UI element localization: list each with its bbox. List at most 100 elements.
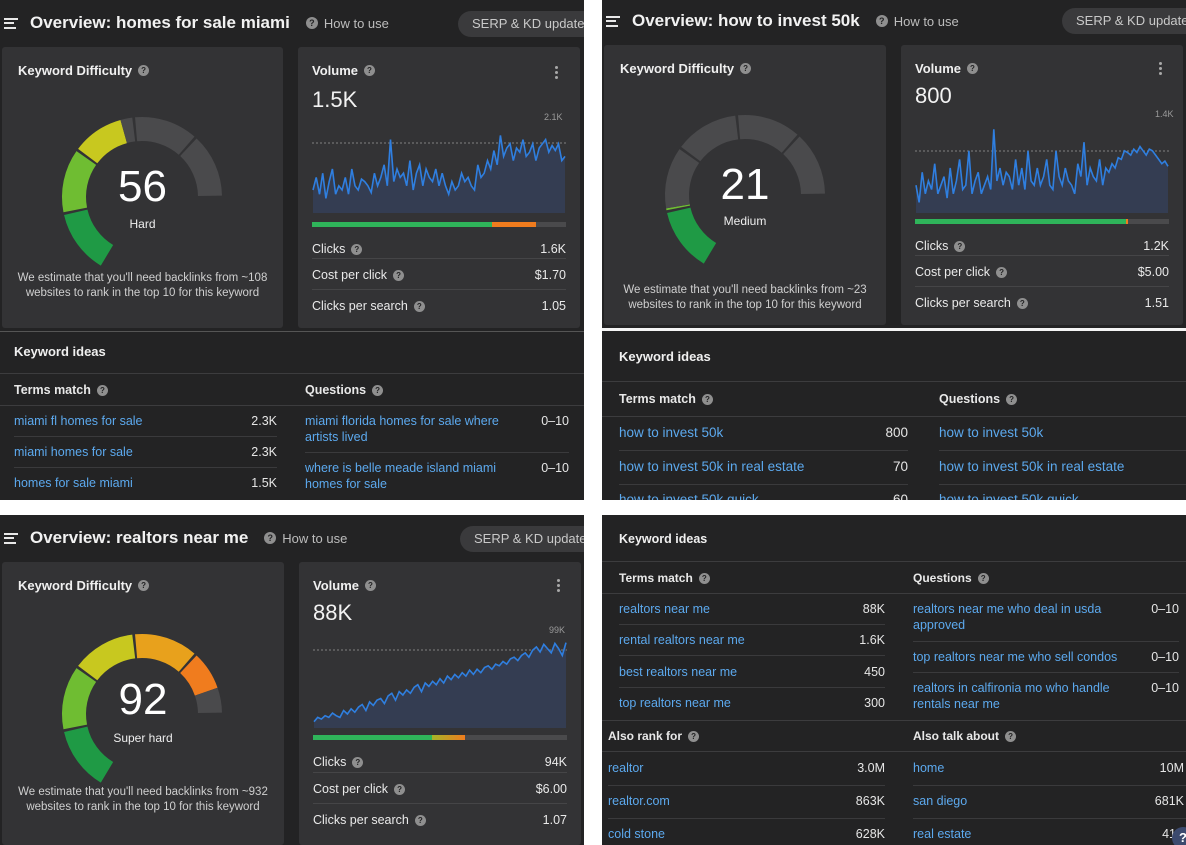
- keyword-link[interactable]: homes for sale miami: [14, 476, 133, 490]
- terms-match-header[interactable]: Terms match?: [14, 383, 108, 397]
- list-item[interactable]: san diego 681K: [913, 793, 1184, 809]
- question-circle-icon[interactable]: ?: [996, 266, 1008, 278]
- hamburger-menu-icon[interactable]: [4, 17, 18, 29]
- list-item[interactable]: realtor 3.0M: [608, 760, 885, 776]
- question-circle-icon[interactable]: ?: [138, 580, 150, 591]
- keyword-link[interactable]: home: [913, 761, 945, 775]
- question-circle-icon[interactable]: ?: [977, 572, 989, 584]
- question-circle-icon[interactable]: ?: [1005, 730, 1017, 742]
- list-item[interactable]: miami homes for sale 2.3K: [14, 444, 277, 460]
- list-item[interactable]: realtor.com 863K: [608, 793, 885, 809]
- keyword-link[interactable]: how to invest 50k in real estate: [619, 459, 805, 474]
- question-circle-icon[interactable]: ?: [352, 756, 364, 768]
- keyword-link[interactable]: san diego: [913, 794, 968, 808]
- keyword-link[interactable]: miami florida homes for sale where artis…: [305, 414, 499, 444]
- question-circle-icon[interactable]: ?: [698, 572, 710, 584]
- kebab-menu-icon[interactable]: [557, 579, 560, 592]
- paid-clicks-segment: [432, 735, 466, 740]
- list-item[interactable]: where is belle meade island miami homes …: [305, 460, 569, 492]
- questions-header[interactable]: Questions?: [305, 383, 384, 397]
- cpc-label: Cost per click: [313, 782, 389, 796]
- question-circle-icon[interactable]: ?: [351, 243, 363, 255]
- list-item[interactable]: how to invest 50k 800: [619, 425, 908, 441]
- list-item[interactable]: miami florida homes for sale where artis…: [305, 413, 569, 445]
- list-item[interactable]: realtors near me 88K: [619, 601, 885, 617]
- keyword-link[interactable]: how to invest 50k: [619, 425, 724, 440]
- divider: [619, 484, 908, 485]
- how-to-use-link[interactable]: ? How to use: [305, 16, 389, 31]
- list-item[interactable]: how to invest 50k: [939, 425, 1179, 441]
- keyword-link[interactable]: cold stone: [608, 827, 665, 841]
- keyword-link[interactable]: realtor: [608, 761, 644, 775]
- question-circle-icon[interactable]: ?: [365, 580, 376, 591]
- serp-kd-updated-badge[interactable]: SERP & KD updated: [458, 11, 584, 37]
- question-circle-icon[interactable]: ?: [740, 63, 752, 74]
- keyword-link[interactable]: real estate: [913, 827, 972, 841]
- list-item[interactable]: miami fl homes for sale 2.3K: [14, 413, 277, 429]
- keyword-link[interactable]: realtors near me who deal in usda approv…: [913, 602, 1102, 632]
- keyword-volume: 10M: [1159, 761, 1184, 775]
- keyword-ideas-panel-realtors: Keyword ideas Terms match? Questions? re…: [602, 515, 1186, 845]
- keyword-link[interactable]: where is belle meade island miami homes …: [305, 461, 497, 491]
- list-item[interactable]: realtors near me who deal in usda approv…: [913, 601, 1179, 633]
- question-circle-icon[interactable]: ?: [954, 240, 966, 252]
- kebab-menu-icon[interactable]: [1159, 62, 1162, 75]
- keyword-link[interactable]: miami homes for sale: [14, 445, 133, 459]
- question-circle-icon[interactable]: ?: [1016, 297, 1028, 309]
- list-item[interactable]: how to invest 50k in real estate: [939, 459, 1179, 475]
- list-item[interactable]: top realtors near me 300: [619, 695, 885, 711]
- list-item[interactable]: home 10M: [913, 760, 1184, 776]
- keyword-link[interactable]: how to invest 50k quick: [619, 492, 759, 500]
- keyword-link[interactable]: realtors near me: [619, 602, 711, 616]
- list-item[interactable]: top realtors near me who sell condos 0–10: [913, 649, 1179, 665]
- question-circle-icon[interactable]: ?: [372, 384, 384, 396]
- list-item[interactable]: best realtors near me 450: [619, 664, 885, 680]
- hamburger-menu-icon[interactable]: [4, 532, 18, 544]
- help-button[interactable]: ?: [1172, 827, 1186, 845]
- question-circle-icon[interactable]: ?: [364, 65, 375, 76]
- terms-match-header[interactable]: Terms match?: [619, 392, 713, 406]
- keyword-link[interactable]: rental realtors near me: [619, 633, 745, 647]
- questions-header[interactable]: Questions?: [913, 571, 989, 585]
- question-circle-icon[interactable]: ?: [1006, 393, 1018, 405]
- keyword-link[interactable]: best realtors near me: [619, 665, 738, 679]
- how-to-use-link[interactable]: ? How to use: [264, 531, 347, 546]
- also-talk-about-header[interactable]: Also talk about?: [913, 729, 1017, 743]
- question-circle-icon[interactable]: ?: [688, 730, 700, 742]
- terms-match-header[interactable]: Terms match?: [619, 571, 710, 585]
- list-item[interactable]: how to invest 50k quick 60: [619, 492, 908, 500]
- keyword-link[interactable]: how to invest 50k: [939, 425, 1044, 440]
- question-circle-icon[interactable]: ?: [96, 384, 108, 396]
- keyword-link[interactable]: how to invest 50k in real estate: [939, 459, 1125, 474]
- keyword-link[interactable]: realtor.com: [608, 794, 670, 808]
- organic-clicks-segment: [312, 222, 493, 227]
- kebab-menu-icon[interactable]: [555, 66, 558, 79]
- how-to-use-link[interactable]: ? How to use: [875, 14, 959, 29]
- keyword-link[interactable]: how to invest 50k quick: [939, 492, 1079, 500]
- hamburger-menu-icon[interactable]: [606, 15, 620, 27]
- also-rank-for-header[interactable]: Also rank for?: [608, 729, 700, 743]
- keyword-link[interactable]: top realtors near me who sell condos: [913, 650, 1118, 664]
- list-item[interactable]: how to invest 50k quick: [939, 492, 1179, 500]
- keyword-link[interactable]: top realtors near me: [619, 696, 731, 710]
- keyword-link[interactable]: miami fl homes for sale: [14, 414, 143, 428]
- serp-kd-updated-badge[interactable]: SERP & KD updated: [1062, 8, 1186, 34]
- question-circle-icon[interactable]: ?: [967, 63, 978, 74]
- list-item[interactable]: realtors in calfironia mo who handle ren…: [913, 680, 1179, 712]
- question-circle-icon[interactable]: ?: [394, 783, 406, 795]
- list-item[interactable]: homes for sale miami 1.5K: [14, 475, 277, 491]
- list-item[interactable]: rental realtors near me 1.6K: [619, 632, 885, 648]
- keyword-link[interactable]: realtors in calfironia mo who handle ren…: [913, 681, 1110, 711]
- question-circle-icon[interactable]: ?: [701, 393, 713, 405]
- serp-kd-updated-badge[interactable]: SERP & KD updated: [460, 526, 584, 552]
- clicks-row: Clicks? 1.2K: [915, 230, 1169, 253]
- list-item[interactable]: how to invest 50k in real estate 70: [619, 459, 908, 475]
- questions-header[interactable]: Questions?: [939, 392, 1018, 406]
- list-item[interactable]: cold stone 628K: [608, 826, 885, 842]
- question-circle-icon[interactable]: ?: [393, 269, 405, 281]
- question-circle-icon[interactable]: ?: [138, 65, 150, 76]
- question-circle-icon[interactable]: ?: [413, 300, 425, 312]
- list-item[interactable]: real estate 41: [913, 826, 1176, 842]
- question-circle-icon[interactable]: ?: [414, 814, 426, 826]
- trend-line: [915, 129, 1169, 203]
